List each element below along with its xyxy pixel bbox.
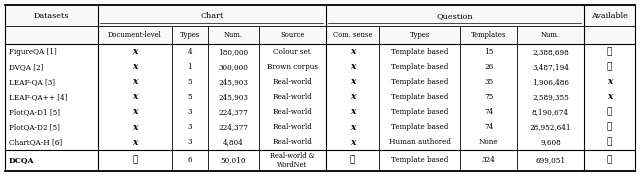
Text: DCQA: DCQA xyxy=(9,156,35,164)
Text: LEAF-QA [3]: LEAF-QA [3] xyxy=(9,78,55,86)
Text: 74: 74 xyxy=(484,123,493,131)
Text: 28,952,641: 28,952,641 xyxy=(529,123,572,131)
Text: 9,608: 9,608 xyxy=(540,138,561,146)
Text: 35: 35 xyxy=(484,78,493,86)
Text: Num.: Num. xyxy=(541,31,560,39)
Text: 324: 324 xyxy=(482,156,495,164)
Text: 245,903: 245,903 xyxy=(218,78,248,86)
Text: x: x xyxy=(132,108,138,117)
Text: Question: Question xyxy=(436,12,473,20)
Text: 6: 6 xyxy=(188,156,192,164)
Text: 1: 1 xyxy=(188,63,192,71)
Text: Template based: Template based xyxy=(391,78,449,86)
Text: 26: 26 xyxy=(484,63,493,71)
Text: Template based: Template based xyxy=(391,108,449,116)
Text: Types: Types xyxy=(410,31,430,39)
Text: ✓: ✓ xyxy=(607,47,612,56)
Text: 8,190,674: 8,190,674 xyxy=(532,108,569,116)
Text: x: x xyxy=(132,77,138,86)
Text: Real-world &
WordNet: Real-world & WordNet xyxy=(270,152,314,169)
Text: 4: 4 xyxy=(188,48,192,56)
Text: 5: 5 xyxy=(188,78,192,86)
Text: Colour set: Colour set xyxy=(273,48,311,56)
Text: 224,377: 224,377 xyxy=(218,123,248,131)
Text: 5: 5 xyxy=(188,93,192,101)
Text: 2,388,698: 2,388,698 xyxy=(532,48,569,56)
Text: x: x xyxy=(607,92,612,101)
Text: Chart: Chart xyxy=(200,12,223,20)
Text: 3: 3 xyxy=(188,123,192,131)
Text: 699,051: 699,051 xyxy=(535,156,566,164)
Text: 75: 75 xyxy=(484,93,493,101)
Text: x: x xyxy=(350,122,355,131)
Text: FigureQA [1]: FigureQA [1] xyxy=(9,48,57,56)
Text: Datasets: Datasets xyxy=(34,12,69,20)
Text: Template based: Template based xyxy=(391,63,449,71)
Text: ✓: ✓ xyxy=(607,138,612,147)
Text: ✓: ✓ xyxy=(350,156,355,165)
Text: Real-world: Real-world xyxy=(272,93,312,101)
Text: 1,906,486: 1,906,486 xyxy=(532,78,569,86)
Text: 3,487,194: 3,487,194 xyxy=(532,63,569,71)
Text: Template based: Template based xyxy=(391,48,449,56)
Text: ✓: ✓ xyxy=(132,156,138,165)
Text: Brown corpus: Brown corpus xyxy=(267,63,317,71)
Text: Real-world: Real-world xyxy=(272,78,312,86)
Text: Real-world: Real-world xyxy=(272,138,312,146)
Text: ✓: ✓ xyxy=(607,122,612,131)
Text: x: x xyxy=(132,92,138,101)
Text: x: x xyxy=(350,92,355,101)
Text: Document-level: Document-level xyxy=(108,31,162,39)
Text: x: x xyxy=(132,62,138,71)
Text: x: x xyxy=(350,108,355,117)
Text: x: x xyxy=(350,62,355,71)
Text: 74: 74 xyxy=(484,108,493,116)
Text: Template based: Template based xyxy=(391,123,449,131)
Text: Real-world: Real-world xyxy=(272,123,312,131)
Text: Num.: Num. xyxy=(223,31,243,39)
Text: x: x xyxy=(350,77,355,86)
Text: DVQA [2]: DVQA [2] xyxy=(9,63,44,71)
Text: PlotQA-D1 [5]: PlotQA-D1 [5] xyxy=(9,108,60,116)
Text: ✓: ✓ xyxy=(607,156,612,165)
Text: Template based: Template based xyxy=(391,93,449,101)
Bar xyxy=(5,5,635,26)
Text: Source: Source xyxy=(280,31,305,39)
Text: x: x xyxy=(350,47,355,56)
Text: ✓: ✓ xyxy=(607,62,612,71)
Text: 180,000: 180,000 xyxy=(218,48,248,56)
Text: Types: Types xyxy=(180,31,200,39)
Text: 3: 3 xyxy=(188,108,192,116)
Text: 300,000: 300,000 xyxy=(218,63,248,71)
Text: 245,903: 245,903 xyxy=(218,93,248,101)
Text: None: None xyxy=(479,138,499,146)
Text: x: x xyxy=(132,138,138,147)
Text: Templates: Templates xyxy=(471,31,506,39)
Text: Human authored: Human authored xyxy=(389,138,451,146)
Text: Com. sense: Com. sense xyxy=(333,31,372,39)
Text: 2,589,355: 2,589,355 xyxy=(532,93,569,101)
Text: Real-world: Real-world xyxy=(272,108,312,116)
Text: PlotQA-D2 [5]: PlotQA-D2 [5] xyxy=(9,123,60,131)
Text: LEAF-QA++ [4]: LEAF-QA++ [4] xyxy=(9,93,67,101)
Text: x: x xyxy=(350,138,355,147)
Text: 4,804: 4,804 xyxy=(223,138,243,146)
Text: x: x xyxy=(607,77,612,86)
Text: 50,010: 50,010 xyxy=(220,156,246,164)
Text: x: x xyxy=(132,47,138,56)
Text: x: x xyxy=(132,122,138,131)
Text: 15: 15 xyxy=(484,48,493,56)
Text: Available: Available xyxy=(591,12,628,20)
Text: 3: 3 xyxy=(188,138,192,146)
Text: Template based: Template based xyxy=(391,156,449,164)
Text: 224,377: 224,377 xyxy=(218,108,248,116)
Text: ChartQA-H [6]: ChartQA-H [6] xyxy=(9,138,62,146)
Bar xyxy=(5,26,635,44)
Text: ✓: ✓ xyxy=(607,108,612,117)
